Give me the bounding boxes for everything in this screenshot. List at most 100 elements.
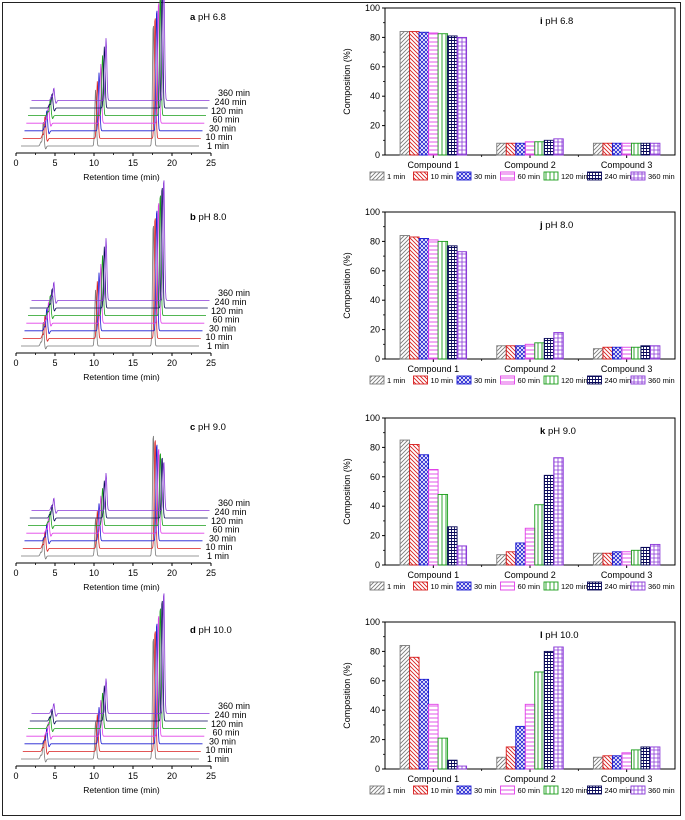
panel-label: i pH 6.8 <box>540 16 573 27</box>
stack-label-30-min: 30 min <box>209 323 236 333</box>
x-tick-label: 20 <box>167 158 177 168</box>
legend-swatch-360-min <box>630 171 646 181</box>
bar-compound-2-10-min <box>505 551 517 566</box>
x-tick-label: 20 <box>167 568 177 578</box>
trace-30-min <box>24 10 203 135</box>
trace-240-min <box>29 600 208 725</box>
panel-title: pH 6.8 <box>198 12 226 23</box>
legend-swatch-30-min <box>456 375 472 385</box>
legend-swatch-60-min <box>500 581 515 591</box>
x-tick-label: 20 <box>167 358 177 368</box>
legend-swatch-360-min <box>630 375 646 385</box>
legend-swatch-360-min <box>630 785 646 795</box>
panel-letter: l <box>540 630 545 641</box>
bar-compound-1-360-min <box>456 545 468 566</box>
bar-compound-2-240-min <box>543 139 555 156</box>
y-tick-label: 0 <box>375 764 380 774</box>
trace-60-min <box>26 449 205 537</box>
bar-compound-2-60-min <box>524 141 536 156</box>
bar-compound-2-1-min <box>496 142 507 156</box>
category-label-compound-3: Compound 3 <box>601 774 653 784</box>
y-tick-label: 40 <box>370 295 380 305</box>
x-tick-label: 15 <box>128 158 138 168</box>
y-tick-label: 40 <box>370 705 380 715</box>
y-axis-title: Composition (%) <box>342 252 352 319</box>
stack-label-240-min: 240 min <box>214 710 246 720</box>
stack-label-360-min: 360 min <box>218 498 250 508</box>
legend-swatch-120-min <box>543 785 559 795</box>
legend-label-30-min: 30 min <box>474 786 497 795</box>
y-tick-label: 20 <box>370 735 380 745</box>
legend-label-10-min: 10 min <box>431 786 454 795</box>
stack-label-240-min: 240 min <box>214 297 246 307</box>
bar-compound-2-1-min <box>496 554 507 566</box>
legend-swatch-30-min <box>456 581 472 591</box>
legend-swatch-240-min <box>587 375 602 385</box>
chromatogram-a: 0 5 10 15 20 25 Retention time (min) a pH 6.8 36… <box>13 0 250 182</box>
panel-label: l pH 10.0 <box>540 630 579 641</box>
bar-compound-1-60-min <box>428 239 439 360</box>
legend-swatch-240-min <box>587 581 602 591</box>
bar-compound-3-60-min <box>621 346 632 360</box>
legend-swatch-120-min <box>543 375 559 385</box>
legend-label-10-min: 10 min <box>431 582 454 591</box>
legend-label-1-min: 1 min <box>387 582 405 591</box>
category-label-compound-1: Compound 1 <box>408 570 460 580</box>
bar-compound-2-120-min <box>534 671 545 770</box>
bar-compound-1-1-min <box>399 439 411 566</box>
bar-compound-1-240-min <box>447 35 458 156</box>
panel-letter: i <box>540 16 545 27</box>
panel-label: c pH 9.0 <box>190 422 226 433</box>
legend-swatch-1-min <box>369 171 385 181</box>
bar-compound-3-120-min <box>630 549 642 566</box>
legend-label-10-min: 10 min <box>431 172 454 181</box>
category-label-compound-1: Compound 1 <box>408 160 460 170</box>
stack-label-10-min: 10 min <box>205 542 232 552</box>
x-tick-label: 15 <box>128 358 138 368</box>
legend-label-120-min: 120 min <box>561 376 588 385</box>
legend-swatch-120-min <box>543 171 559 181</box>
y-tick-label: 100 <box>365 207 380 217</box>
bar-compound-3-1-min <box>592 142 604 156</box>
stack-label-60-min: 60 min <box>212 525 239 535</box>
bar-compound-1-1-min <box>399 645 411 770</box>
panel-letter: k <box>540 426 548 437</box>
x-tick-label: 10 <box>89 358 99 368</box>
trace-240-min <box>29 0 208 112</box>
legend-label-1-min: 1 min <box>387 376 405 385</box>
stack-label-360-min: 360 min <box>218 701 250 711</box>
bar-compound-3-1-min <box>592 756 604 770</box>
legend-swatch-240-min <box>587 785 602 795</box>
panel-title: pH 10.0 <box>198 625 231 636</box>
chromatogram-c: 0 5 10 15 20 25 Retention time (min) c pH 9.0 36… <box>13 422 250 592</box>
x-tick-label: 10 <box>89 158 99 168</box>
legend-label-30-min: 30 min <box>474 172 497 181</box>
legend-label-240-min: 240 min <box>605 376 632 385</box>
trace-360-min <box>31 593 210 717</box>
legend-label-1-min: 1 min <box>387 786 405 795</box>
y-axis-title: Composition (%) <box>342 458 352 525</box>
category-label-compound-3: Compound 3 <box>601 160 653 170</box>
panel-letter: b <box>190 212 198 223</box>
legend-swatch-60-min <box>500 785 515 795</box>
y-tick-label: 60 <box>370 472 380 482</box>
bar-compound-2-1-min <box>496 345 507 360</box>
bar-chart-j: 0 20 40 60 80 100 Composition (%) j pH 8.0 Compo… <box>342 207 676 385</box>
trace-30-min <box>24 210 203 335</box>
x-tick-label: 0 <box>13 568 18 578</box>
x-tick-label: 25 <box>206 771 216 781</box>
bar-compound-1-60-min <box>428 32 439 156</box>
bar-compound-2-120-min <box>534 342 545 360</box>
bar-compound-3-30-min <box>611 142 623 156</box>
legend-swatch-1-min <box>369 785 385 795</box>
y-tick-label: 40 <box>370 91 380 101</box>
legend-swatch-1-min <box>369 375 385 385</box>
legend-swatch-120-min <box>543 581 559 591</box>
trace-1-min <box>21 435 199 560</box>
x-tick-label: 25 <box>206 358 216 368</box>
stack-label-30-min: 30 min <box>209 736 236 746</box>
y-tick-label: 20 <box>370 531 380 541</box>
bar-compound-3-10-min <box>602 755 613 770</box>
